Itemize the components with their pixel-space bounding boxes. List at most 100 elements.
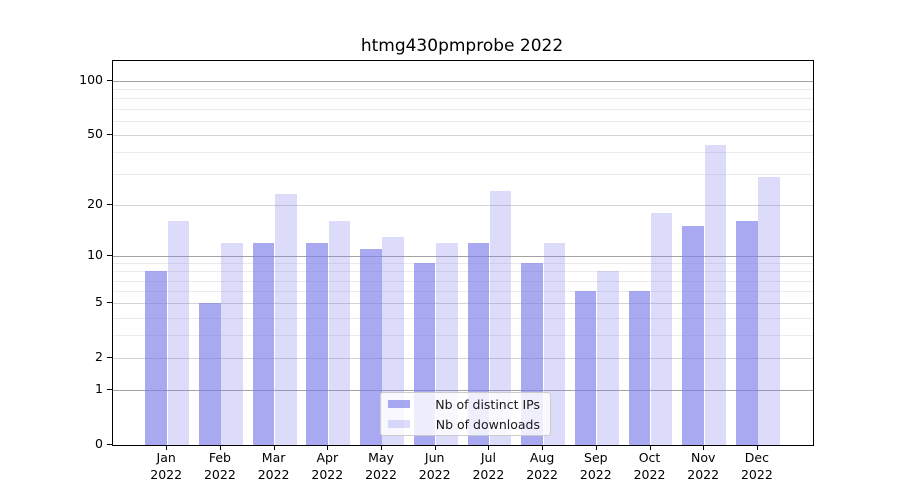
bar-mar-distinct-ips xyxy=(252,242,275,445)
gridline-minor-8 xyxy=(113,271,813,273)
bar-feb-downloads xyxy=(221,242,243,445)
x-tick-year: 2022 xyxy=(203,466,236,482)
gridline-minor-80 xyxy=(113,98,813,100)
gridline-50 xyxy=(113,134,813,136)
bar-may-distinct-ips xyxy=(360,248,382,445)
bar-nov-downloads xyxy=(704,144,727,445)
bar-sep-downloads xyxy=(597,271,619,445)
x-tick-month: Aug xyxy=(529,450,555,465)
x-tick-label-sep: Sep 2022 xyxy=(564,450,628,483)
legend-item-distinct-ips: Nb of distinct IPs xyxy=(381,394,550,414)
x-tick-month: May xyxy=(368,450,394,465)
bar-apr-downloads xyxy=(328,221,351,445)
y-tick-mark-0 xyxy=(107,443,112,445)
x-tick-month: Nov xyxy=(690,450,716,465)
x-tick-month: Sep xyxy=(584,450,608,465)
x-tick-month: Dec xyxy=(744,450,769,465)
x-tick-month: Apr xyxy=(316,450,339,465)
x-tick-label-may: May 2022 xyxy=(349,450,413,483)
bar-jan-downloads xyxy=(167,221,190,445)
x-tick-label-jun: Jun 2022 xyxy=(403,450,467,483)
bar-apr-distinct-ips xyxy=(306,242,328,445)
gridline-minor-60 xyxy=(113,120,813,122)
x-tick-mark-mar xyxy=(273,444,275,450)
chart-title: htmg430pmprobe 2022 xyxy=(360,36,564,56)
x-tick-mark-dec xyxy=(756,444,758,450)
x-tick-month: Oct xyxy=(638,450,661,465)
x-tick-year: 2022 xyxy=(579,466,612,482)
x-tick-mark-sep xyxy=(595,444,597,450)
y-tick-mark-1 xyxy=(107,388,112,390)
gridline-minor-40 xyxy=(113,152,813,153)
x-tick-year: 2022 xyxy=(740,466,773,482)
y-tick-label-100: 100 xyxy=(79,72,103,87)
bar-mar-downloads xyxy=(275,194,297,445)
legend-item-downloads: Nb of downloads xyxy=(381,414,550,434)
bar-nov-distinct-ips xyxy=(682,226,704,445)
bar-dec-distinct-ips xyxy=(736,221,758,445)
gridline-2 xyxy=(113,358,813,359)
x-tick-mark-oct xyxy=(649,444,651,450)
gridline-minor-6 xyxy=(113,291,813,293)
bar-oct-distinct-ips xyxy=(628,291,651,445)
bar-sep-distinct-ips xyxy=(574,291,597,445)
x-tick-mark-aug xyxy=(542,444,544,450)
gridline-100 xyxy=(113,81,813,82)
x-tick-year: 2022 xyxy=(311,466,344,482)
x-tick-mark-feb xyxy=(219,444,221,450)
x-tick-year: 2022 xyxy=(633,466,666,482)
x-tick-label-jan: Jan 2022 xyxy=(134,450,198,483)
x-tick-mark-apr xyxy=(327,444,329,450)
y-tick-mark-100 xyxy=(107,80,112,81)
gridline-minor-30 xyxy=(113,174,813,175)
gridline-minor-9 xyxy=(113,263,813,265)
x-tick-year: 2022 xyxy=(472,466,505,482)
x-tick-year: 2022 xyxy=(257,466,290,482)
y-tick-label-0: 0 xyxy=(95,435,103,451)
x-tick-label-feb: Feb 2022 xyxy=(188,450,252,483)
gridline-minor-90 xyxy=(113,89,813,91)
y-tick-mark-10 xyxy=(107,254,112,256)
x-tick-label-oct: Oct 2022 xyxy=(618,450,682,483)
x-tick-month: Jun xyxy=(424,450,445,465)
y-tick-mark-50 xyxy=(107,133,112,135)
x-tick-label-aug: Aug 2022 xyxy=(510,450,574,483)
x-tick-year: 2022 xyxy=(687,466,720,482)
gridline-1 xyxy=(113,389,813,391)
bar-feb-distinct-ips xyxy=(199,303,221,445)
x-tick-year: 2022 xyxy=(526,466,558,482)
x-tick-mark-jan xyxy=(166,444,168,450)
y-tick-label-1: 1 xyxy=(95,380,103,396)
gridline-minor-70 xyxy=(113,108,813,110)
x-tick-label-dec: Dec 2022 xyxy=(725,450,789,483)
y-tick-label-5: 5 xyxy=(95,294,103,310)
x-tick-year: 2022 xyxy=(150,466,183,482)
legend-swatch-downloads-icon xyxy=(388,419,410,429)
x-tick-mark-jul xyxy=(488,444,490,450)
y-tick-label-10: 10 xyxy=(87,246,103,262)
x-tick-label-jul: Jul 2022 xyxy=(456,450,520,483)
bar-jul-downloads xyxy=(489,191,512,445)
x-tick-year: 2022 xyxy=(365,466,397,482)
bar-jan-distinct-ips xyxy=(145,271,167,445)
legend: Nb of distinct IPs Nb of downloads xyxy=(380,392,551,436)
x-tick-label-nov: Nov 2022 xyxy=(671,450,735,483)
gridline-10 xyxy=(113,255,813,257)
x-tick-month: Feb xyxy=(208,450,231,465)
legend-label-downloads: Nb of downloads xyxy=(435,416,540,432)
x-tick-label-mar: Mar 2022 xyxy=(242,450,306,483)
gridline-minor-7 xyxy=(113,280,813,282)
bar-dec-downloads xyxy=(758,176,780,445)
x-tick-year: 2022 xyxy=(418,466,451,482)
y-tick-mark-5 xyxy=(107,302,112,304)
y-tick-mark-20 xyxy=(107,203,112,205)
x-tick-month: Jul xyxy=(480,450,496,465)
x-tick-mark-jun xyxy=(434,444,436,450)
legend-label-distinct-ips: Nb of distinct IPs xyxy=(435,396,540,412)
gridline-minor-3 xyxy=(113,335,813,337)
y-tick-label-2: 2 xyxy=(95,349,103,364)
x-tick-mark-nov xyxy=(703,444,705,450)
y-tick-mark-2 xyxy=(107,357,112,358)
gridline-5 xyxy=(113,303,813,305)
